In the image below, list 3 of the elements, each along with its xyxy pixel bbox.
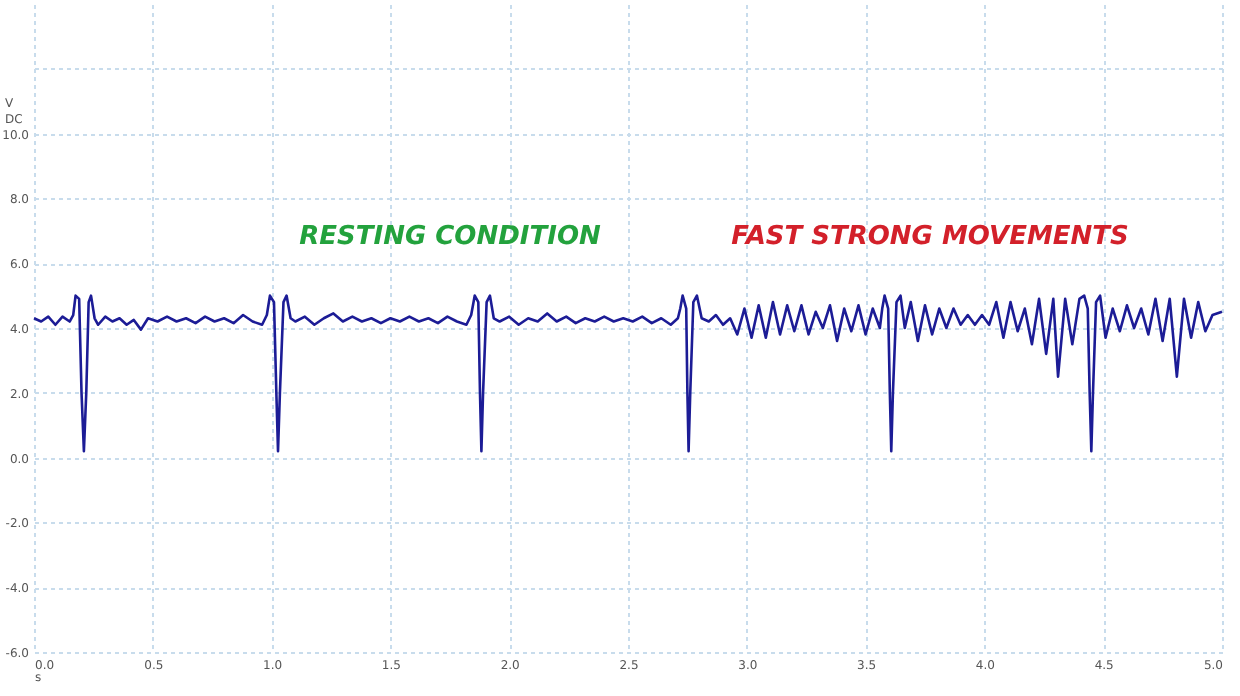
line-series: [32, 294, 1224, 453]
annotation: FAST STRONG MOVEMENTS: [731, 222, 1129, 252]
annotation: RESTING CONDITION: [299, 222, 601, 252]
